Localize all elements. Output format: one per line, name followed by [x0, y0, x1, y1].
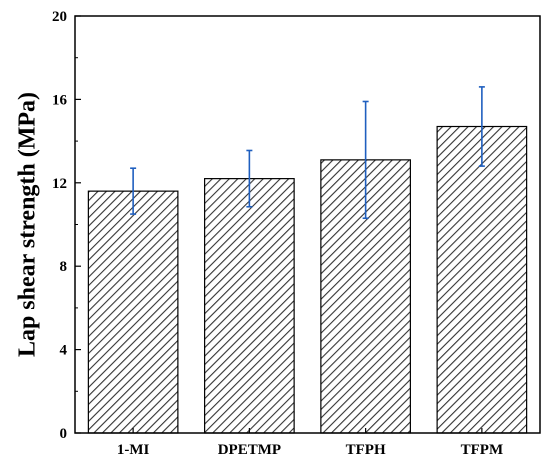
- error-bars-group: [130, 86, 485, 220]
- x-tick-label-tfph: TFPH: [346, 442, 386, 458]
- x-axis-ticks: 1-MI DPETMP TFPH TFPM: [117, 428, 503, 458]
- bar-tfpm: [436, 125, 528, 434]
- y-tick-label-12: 12: [52, 176, 67, 192]
- x-tick-label-dpetmp: DPETMP: [218, 442, 281, 458]
- bars-group: [87, 125, 528, 434]
- y-tick-label-4: 4: [60, 343, 68, 359]
- bar-1-mi: [87, 190, 179, 434]
- y-axis-ticks: 0 4 8 12 16 20: [52, 9, 81, 442]
- y-tick-label-8: 8: [60, 259, 68, 275]
- y-axis-label: Lap shear strength (MPa): [14, 92, 40, 357]
- y-tick-label-20: 20: [52, 9, 67, 25]
- y-tick-label-16: 16: [52, 92, 68, 108]
- bar-dpetmp: [204, 178, 295, 434]
- x-tick-label-1-mi: 1-MI: [117, 442, 150, 458]
- x-tick-label-tfpm: TFPM: [461, 442, 504, 458]
- y-tick-label-0: 0: [60, 426, 68, 442]
